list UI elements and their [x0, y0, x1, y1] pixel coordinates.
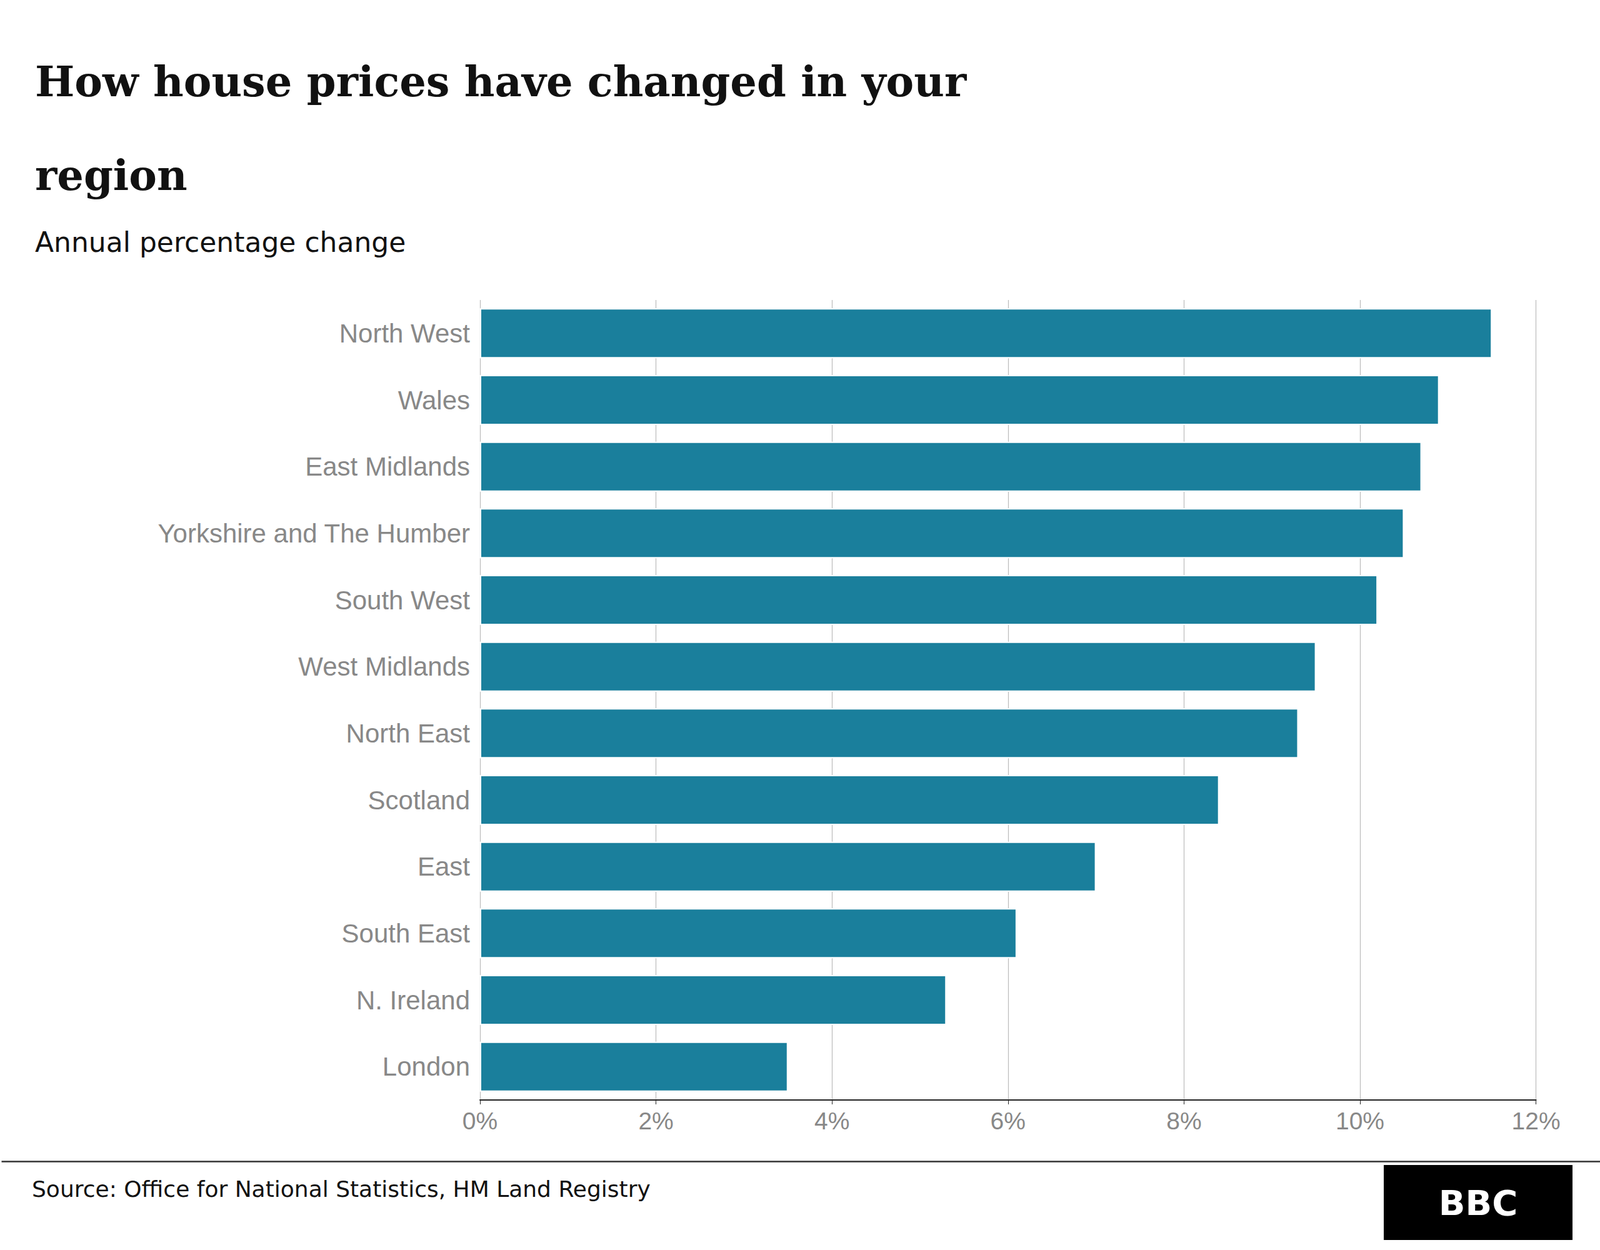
svg-text:Wales: Wales	[398, 385, 470, 415]
svg-text:East: East	[417, 851, 470, 882]
svg-text:West Midlands: West Midlands	[298, 651, 470, 682]
svg-text:12%: 12%	[1511, 1107, 1561, 1135]
svg-text:Annual percentage change: Annual percentage change	[35, 226, 406, 259]
svg-text:8%: 8%	[1166, 1107, 1202, 1135]
svg-text:Yorkshire and The Humber: Yorkshire and The Humber	[157, 518, 470, 549]
svg-text:BBC: BBC	[1438, 1182, 1518, 1224]
svg-text:region: region	[35, 150, 188, 200]
svg-text:How house prices have changed: How house prices have changed in your	[35, 56, 967, 107]
svg-text:Scotland: Scotland	[368, 785, 470, 815]
svg-text:South East: South East	[341, 918, 471, 949]
svg-text:South West: South West	[335, 585, 471, 615]
svg-text:0%: 0%	[462, 1107, 498, 1135]
svg-text:6%: 6%	[990, 1107, 1026, 1135]
svg-text:2%: 2%	[638, 1107, 674, 1135]
svg-text:North East: North East	[346, 718, 471, 749]
svg-text:N. Ireland: N. Ireland	[356, 985, 470, 1015]
svg-text:London: London	[382, 1051, 470, 1082]
svg-text:Source: Office for National St: Source: Office for National Statistics, …	[31, 1176, 651, 1202]
svg-text:4%: 4%	[814, 1107, 850, 1135]
svg-text:10%: 10%	[1335, 1107, 1385, 1135]
svg-text:North West: North West	[339, 318, 471, 349]
svg-text:East Midlands: East Midlands	[305, 451, 470, 482]
